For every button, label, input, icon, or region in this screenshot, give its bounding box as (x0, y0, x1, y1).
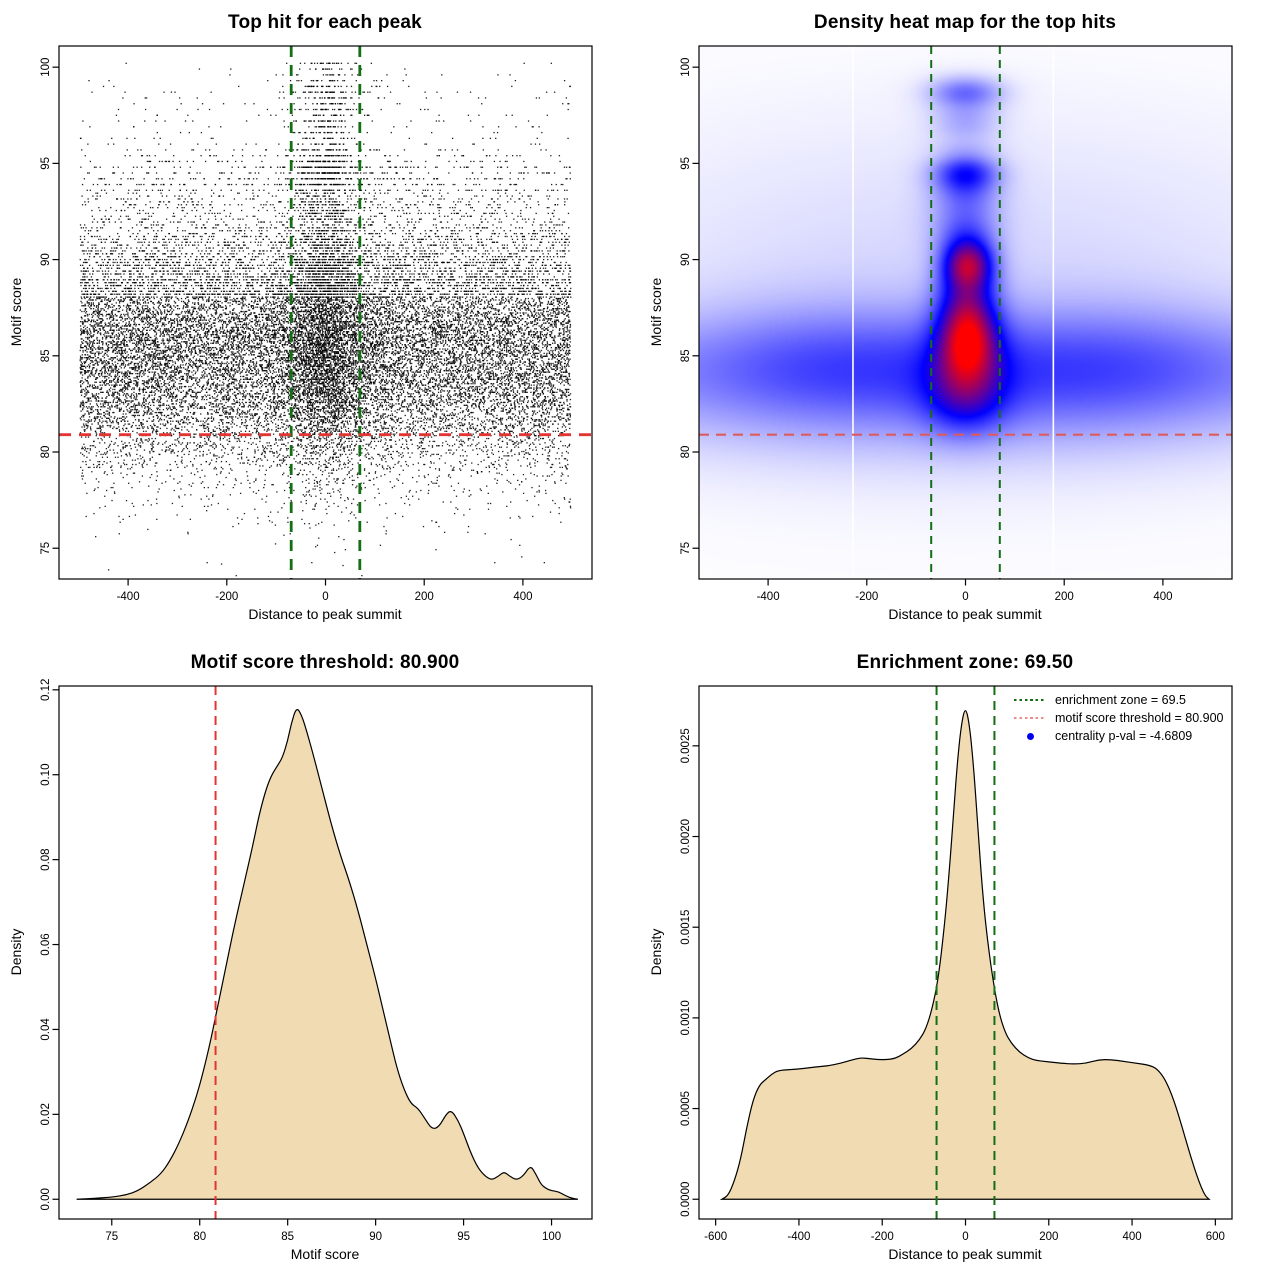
dotted-line-icon (1014, 717, 1046, 719)
distance-density-xlabel: Distance to peak summit (888, 1246, 1042, 1262)
dotted-line-icon (1014, 699, 1046, 701)
motif-density-ylabel: Density (8, 928, 24, 976)
legend-item-centrality-pval: centrality p-val = -4.6809 (1014, 728, 1224, 744)
scatter-ylabel: Motif score (8, 277, 24, 347)
legend-label: centrality p-val = -4.6809 (1055, 729, 1193, 743)
distance-density-title: Enrichment zone: 69.50 (856, 652, 1074, 673)
motif-density-title: Motif score threshold: 80.900 (190, 652, 460, 673)
heatmap-title: Density heat map for the top hits (813, 12, 1117, 33)
motif-density-xlabel: Motif score (290, 1246, 360, 1262)
legend-label: enrichment zone = 69.5 (1055, 693, 1186, 707)
scatter-xlabel: Distance to peak summit (248, 606, 402, 622)
point-marker-icon (1014, 732, 1046, 740)
scatter-title: Top hit for each peak (228, 12, 422, 33)
legend-item-enrichment-zone: enrichment zone = 69.5 (1014, 692, 1224, 708)
legend-item-motif-threshold: motif score threshold = 80.900 (1014, 710, 1224, 726)
heatmap-xlabel: Distance to peak summit (888, 606, 1042, 622)
legend-label: motif score threshold = 80.900 (1055, 711, 1224, 725)
heatmap-ylabel: Motif score (648, 277, 664, 347)
legend: enrichment zone = 69.5 motif score thres… (1014, 692, 1224, 744)
distance-density-ylabel: Density (648, 928, 664, 976)
